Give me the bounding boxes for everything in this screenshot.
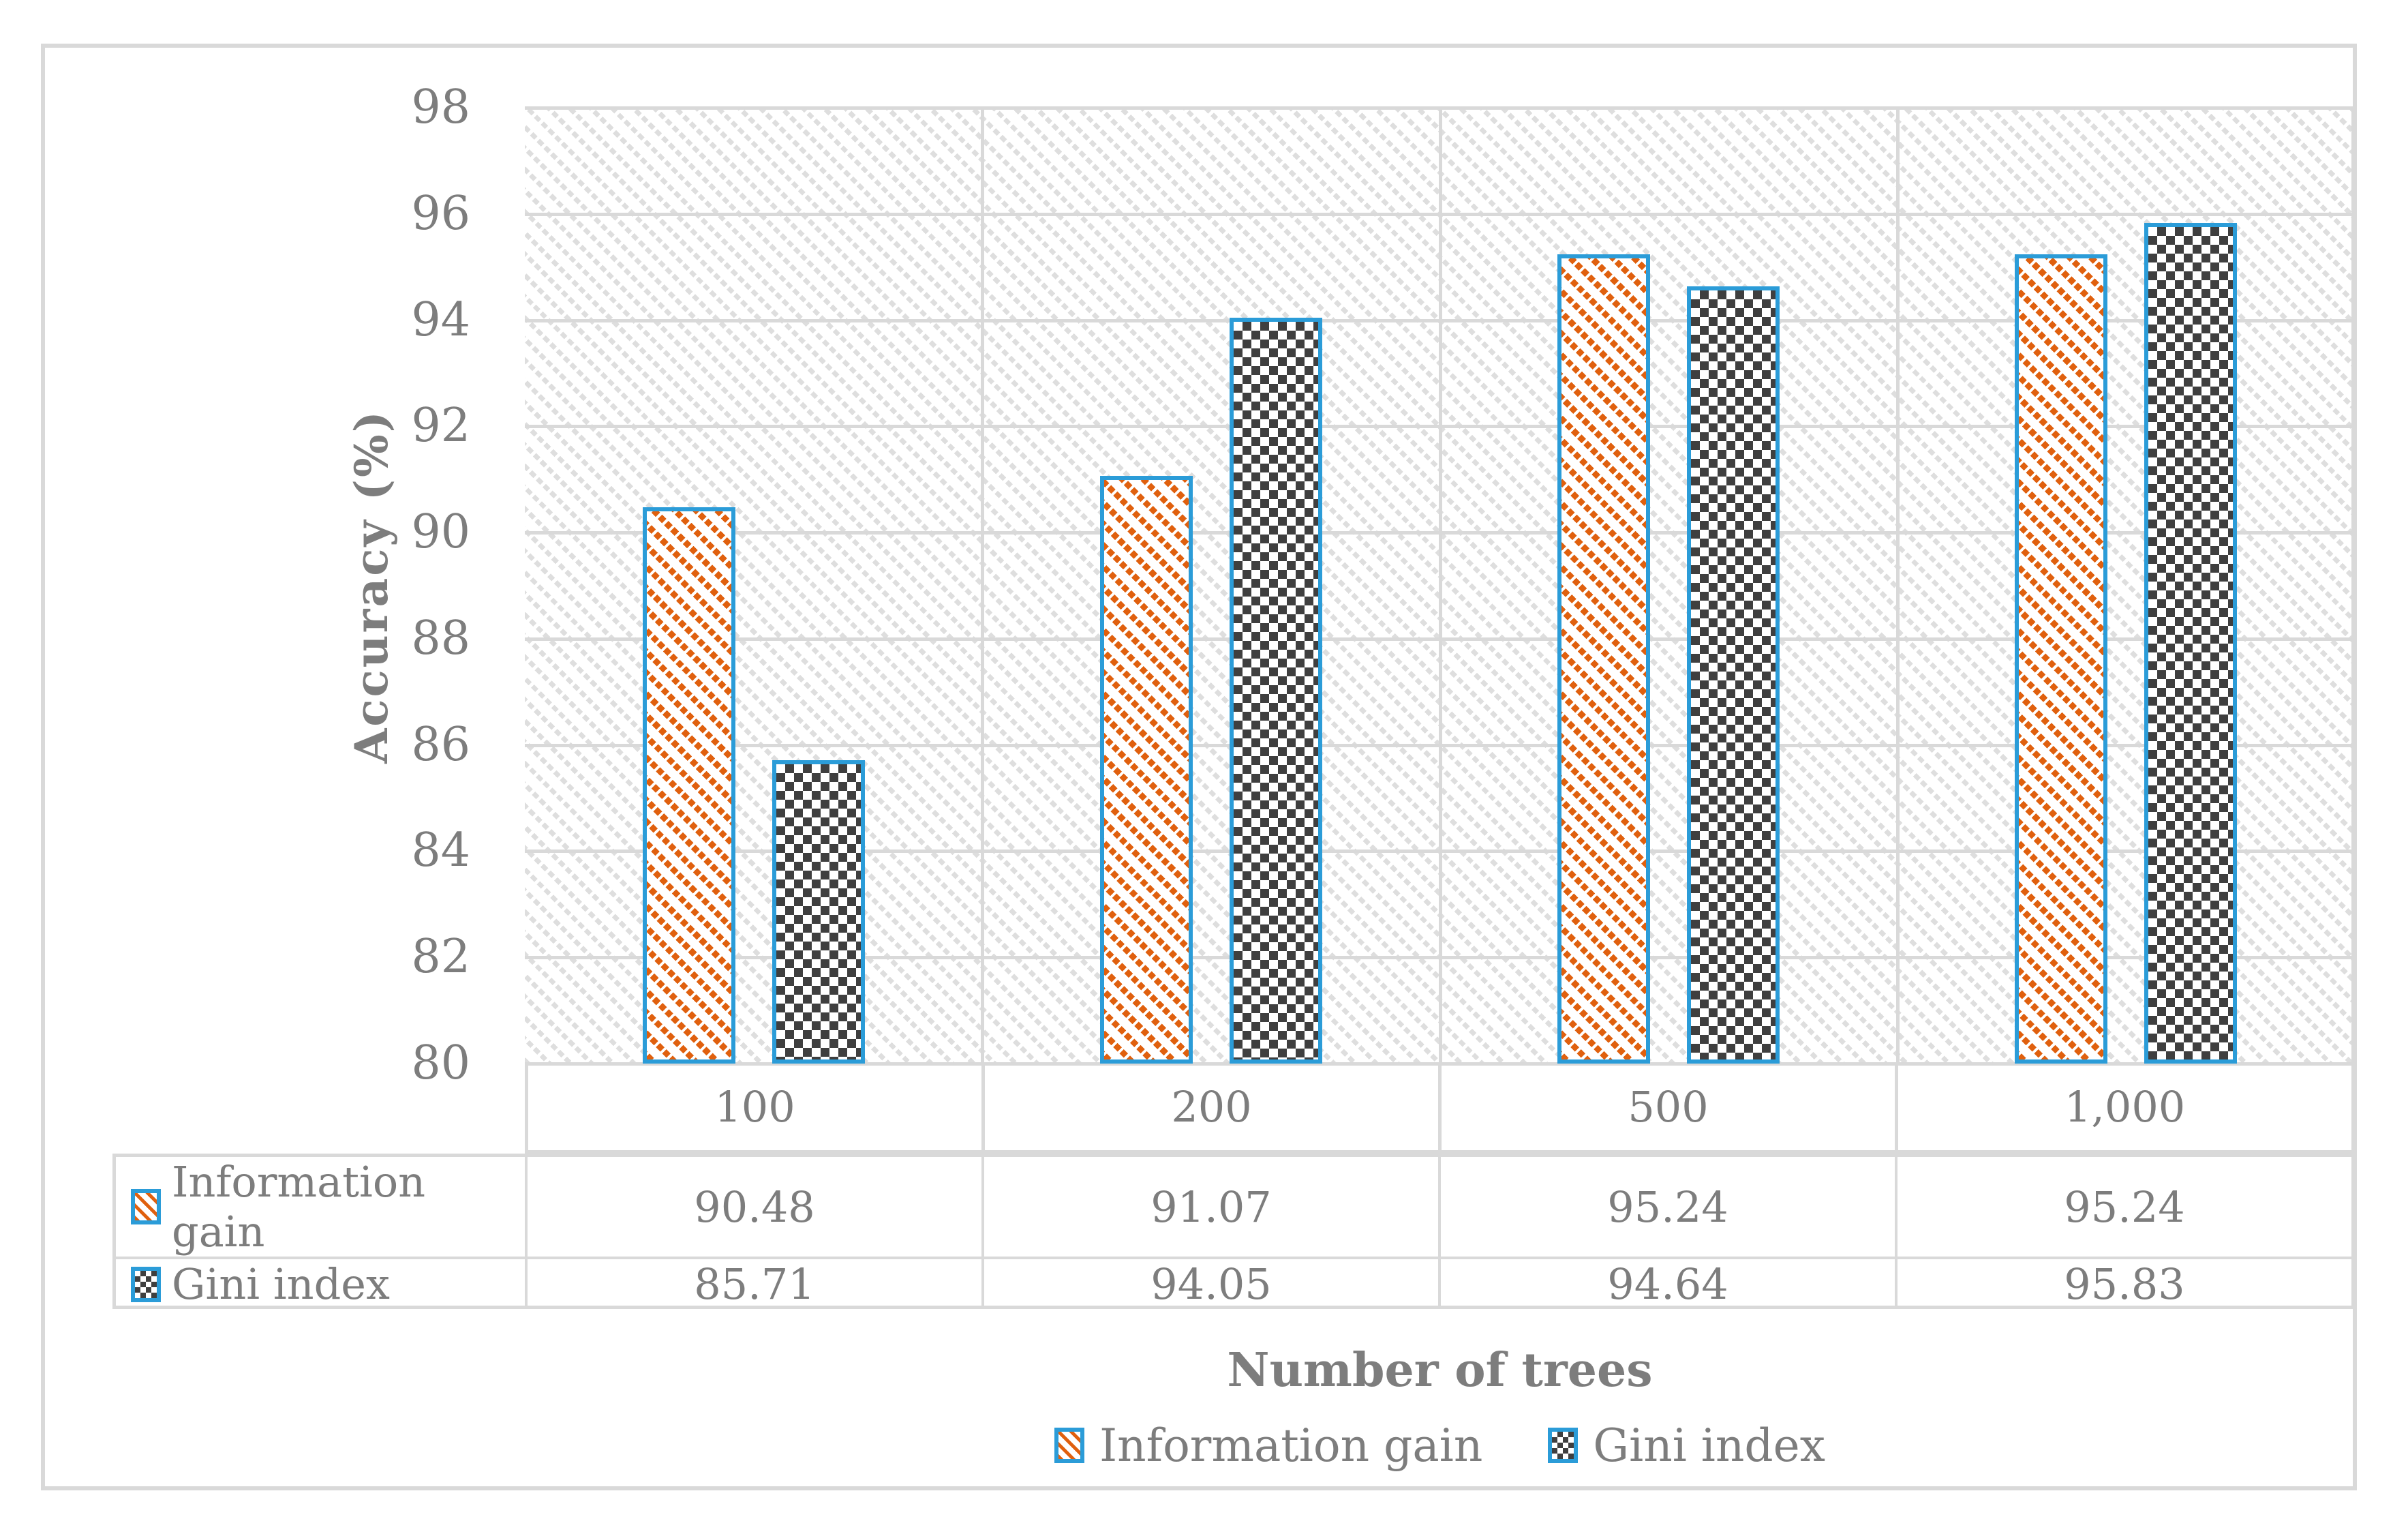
- category-separator-line: [1896, 108, 1900, 1064]
- table-value-cell: 91.07: [981, 1157, 1438, 1257]
- information-gain-bar: [643, 507, 735, 1064]
- series-header-cell: Gini index: [116, 1259, 525, 1309]
- category-separator-line: [2351, 108, 2355, 1064]
- y-tick-label: 80: [411, 1036, 470, 1090]
- category-separator-line: [1439, 108, 1442, 1064]
- table-value-cell: 95.83: [1895, 1259, 2351, 1309]
- y-tick-label: 90: [411, 505, 470, 559]
- gini-index-key-icon: [131, 1266, 161, 1302]
- table-row: Gini index 85.71 94.05 94.64 95.83: [116, 1257, 2351, 1309]
- y-tick-label: 94: [411, 293, 470, 347]
- plot-area: [525, 106, 2355, 1066]
- legend-label: Information gain: [1099, 1419, 1483, 1472]
- chart-legend: Information gain Gini index: [525, 1413, 2355, 1478]
- y-tick-label: 86: [411, 718, 470, 772]
- y-tick-label: 96: [411, 187, 470, 241]
- table-value-cell: 95.24: [1895, 1157, 2351, 1257]
- y-tick-label: 82: [411, 930, 470, 984]
- table-row: Information gain 90.48 91.07 95.24 95.24: [116, 1157, 2351, 1257]
- category-label: 1,000: [1895, 1064, 2355, 1150]
- gini-index-bar: [772, 760, 865, 1064]
- information-gain-legend-icon: [1054, 1428, 1085, 1463]
- y-axis-title: Accuracy (%): [345, 409, 398, 764]
- information-gain-key-icon: [131, 1189, 161, 1224]
- category-label: 100: [525, 1064, 981, 1150]
- category-label: 200: [981, 1064, 1438, 1150]
- y-tick-label: 84: [411, 824, 470, 877]
- x-axis-title: Number of trees: [1227, 1343, 1653, 1398]
- gini-index-legend-icon: [1548, 1428, 1579, 1463]
- table-value-cell: 94.05: [981, 1259, 1438, 1309]
- information-gain-bar: [2015, 254, 2107, 1064]
- series-name-label: Gini index: [172, 1259, 390, 1309]
- information-gain-bar: [1557, 254, 1650, 1064]
- table-value-cell: 90.48: [525, 1157, 981, 1257]
- x-axis-category-row: 100 200 500 1,000: [525, 1064, 2355, 1154]
- gini-index-bar: [1230, 318, 1322, 1064]
- table-value-cell: 94.64: [1438, 1259, 1895, 1309]
- category-label: 500: [1438, 1064, 1895, 1150]
- data-table: Information gain 90.48 91.07 95.24 95.24 Gini…: [112, 1154, 2355, 1309]
- y-tick-label: 88: [411, 612, 470, 665]
- series-header-cell: Information gain: [116, 1157, 525, 1257]
- legend-entry: Gini index: [1548, 1419, 1825, 1472]
- y-tick-label: 92: [411, 399, 470, 453]
- table-value-cell: 85.71: [525, 1259, 981, 1309]
- legend-label: Gini index: [1593, 1419, 1825, 1472]
- gini-index-bar: [2144, 223, 2237, 1064]
- information-gain-bar: [1100, 476, 1193, 1064]
- y-tick-label: 98: [411, 80, 470, 134]
- gini-index-bar: [1687, 286, 1780, 1064]
- table-value-cell: 95.24: [1438, 1157, 1895, 1257]
- category-separator-line: [981, 108, 984, 1064]
- legend-entry: Information gain: [1054, 1419, 1482, 1472]
- series-name-label: Information gain: [172, 1157, 426, 1257]
